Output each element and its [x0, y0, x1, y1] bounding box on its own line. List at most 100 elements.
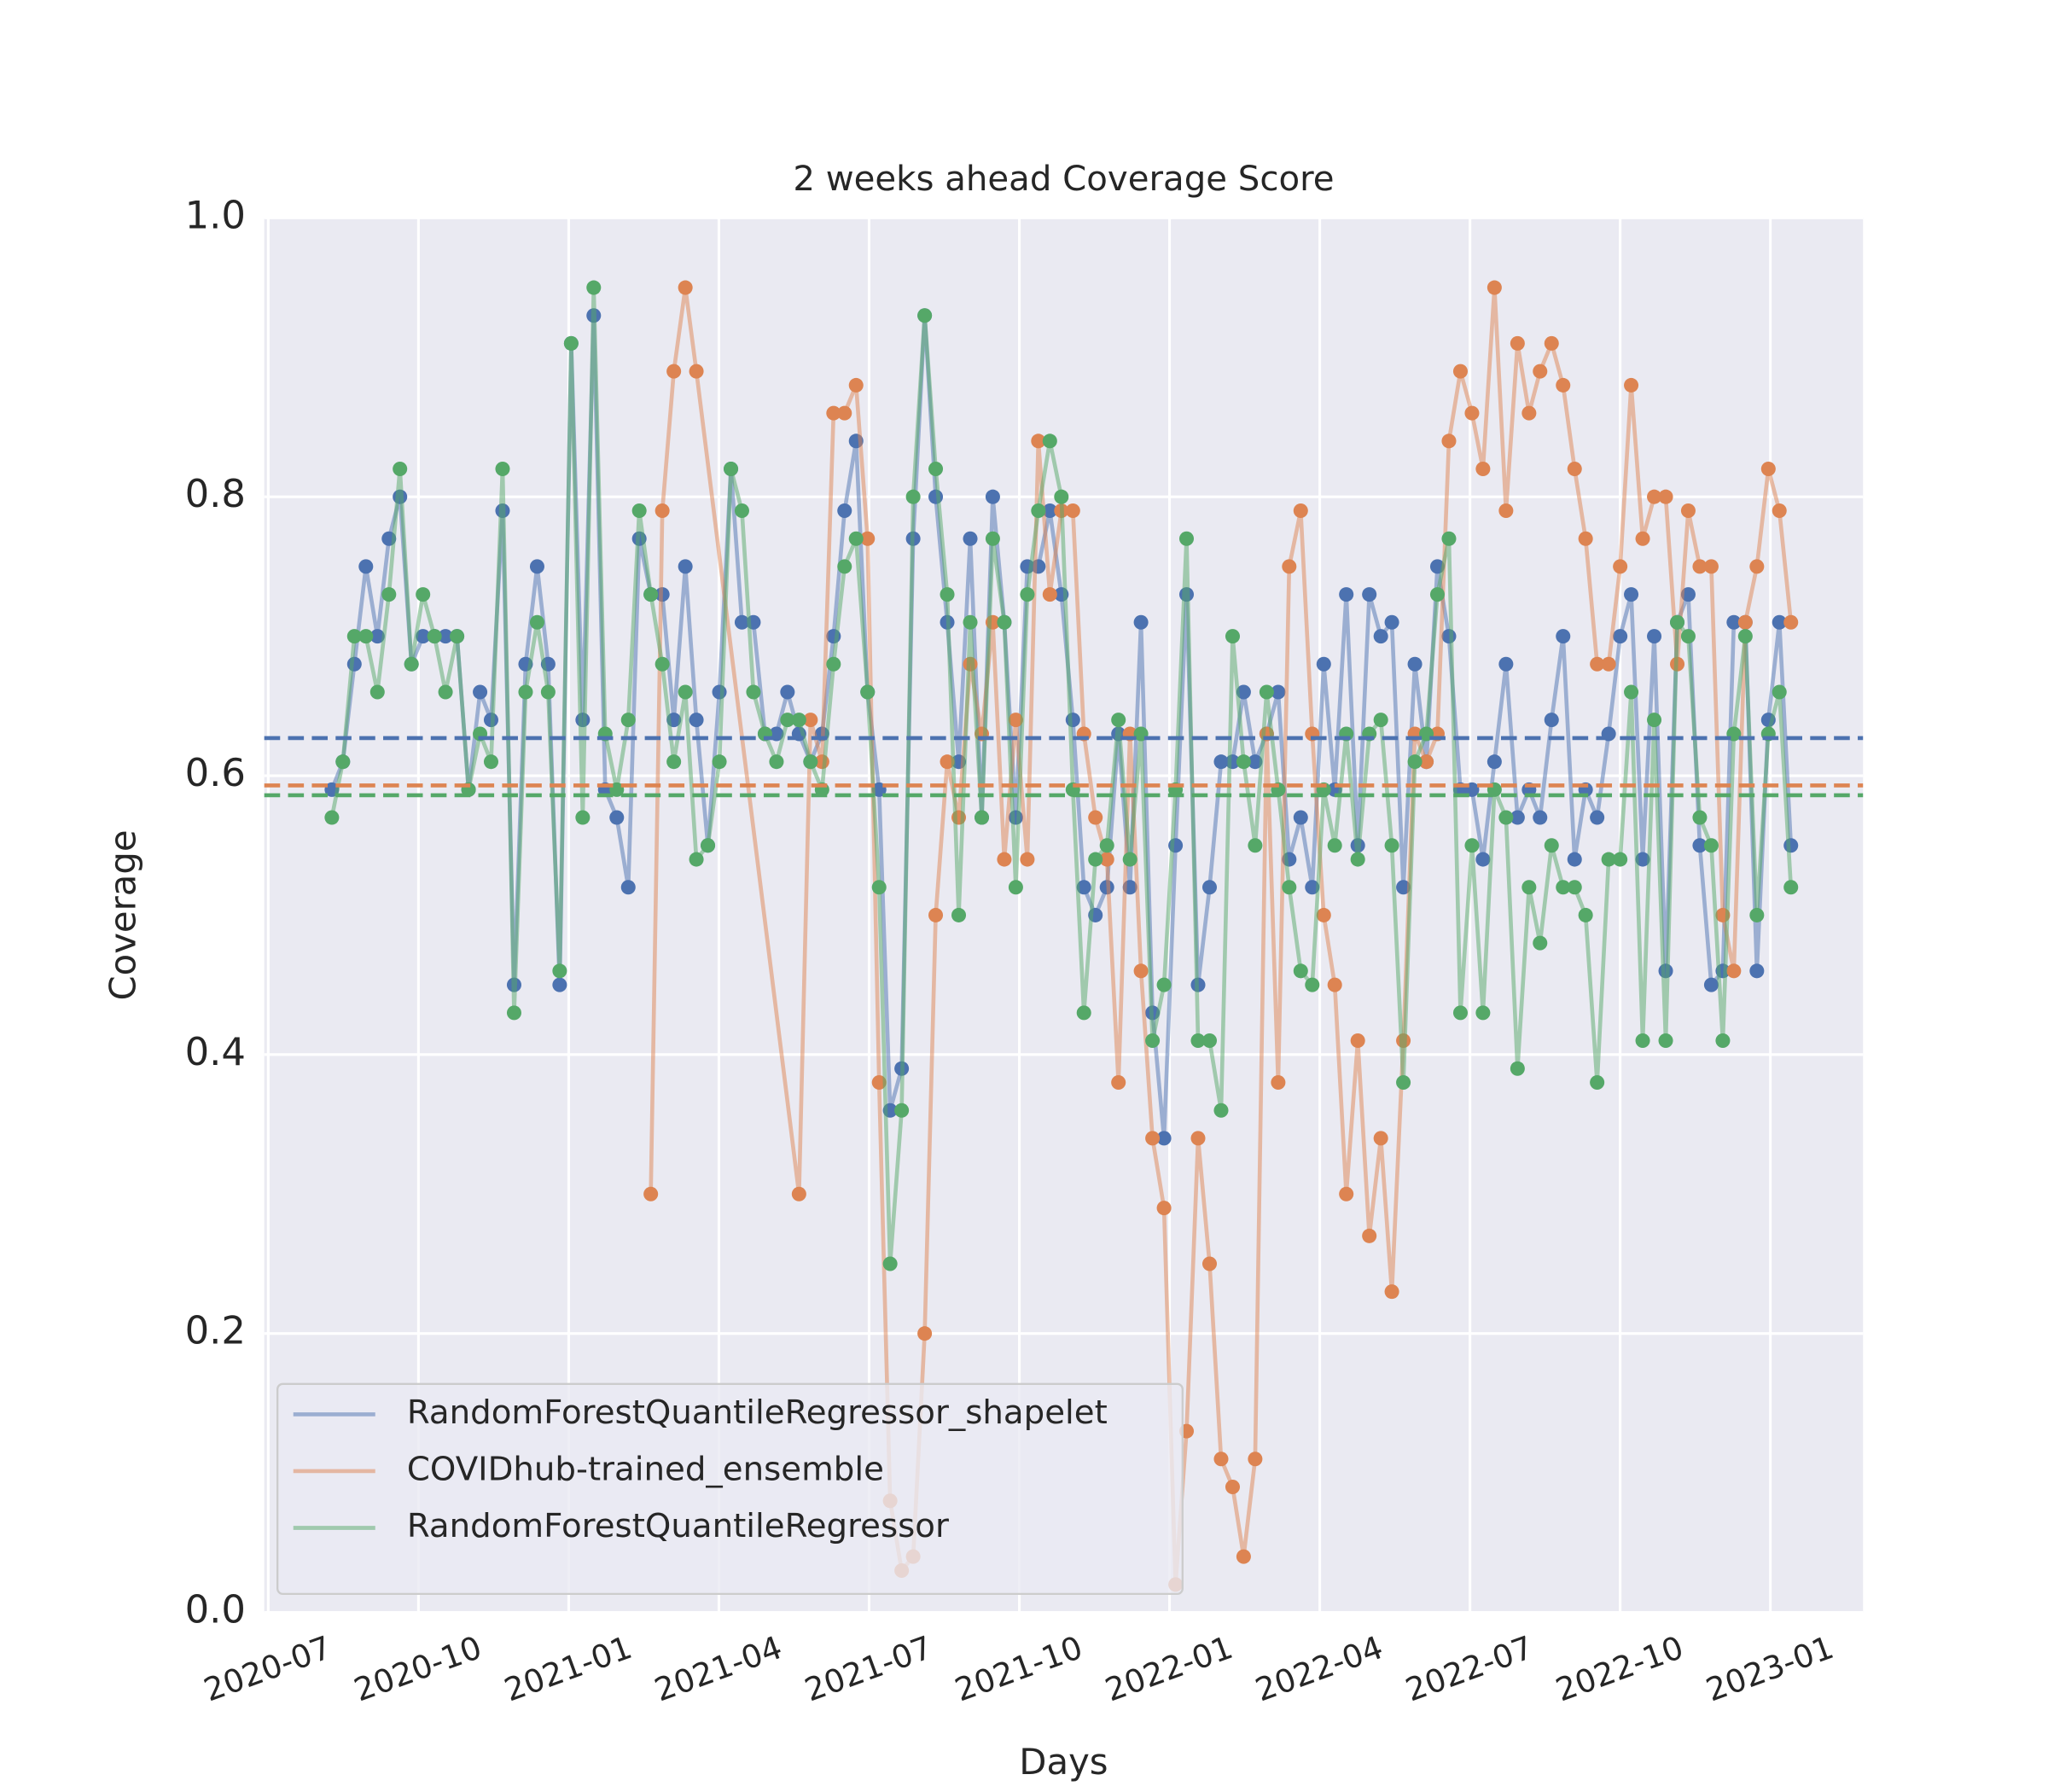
data-point: [643, 1186, 659, 1201]
data-point: [1613, 852, 1628, 867]
data-point: [917, 1326, 933, 1341]
data-point: [1327, 838, 1342, 853]
data-point: [882, 1256, 898, 1271]
data-point: [837, 503, 852, 519]
data-point: [1715, 1033, 1731, 1049]
data-point: [1020, 587, 1035, 602]
data-point: [1498, 503, 1514, 519]
data-point: [1316, 907, 1331, 922]
marks: [264, 280, 1864, 1592]
data-point: [575, 810, 591, 825]
data-point: [905, 489, 921, 504]
data-point: [1236, 684, 1251, 700]
x-tick-label: 2022-01: [1101, 1629, 1238, 1708]
data-point: [1316, 656, 1331, 672]
data-point: [1225, 1479, 1241, 1494]
data-point: [1156, 977, 1172, 992]
data-point: [974, 810, 990, 825]
data-point: [1590, 1075, 1605, 1091]
data-point: [1190, 1131, 1206, 1146]
data-point: [1293, 810, 1308, 825]
data-point: [1567, 461, 1582, 477]
legend: RandomForestQuantileRegressor_shapelet CO…: [276, 1382, 1184, 1596]
data-point: [1578, 907, 1593, 922]
data-point: [1703, 559, 1719, 574]
data-point: [1452, 364, 1468, 379]
data-point: [1156, 1131, 1172, 1146]
data-point: [609, 782, 625, 797]
data-point: [712, 684, 727, 700]
data-point: [1726, 963, 1742, 979]
data-point: [1076, 1005, 1091, 1021]
data-point: [1350, 852, 1365, 867]
data-point: [1475, 852, 1491, 867]
data-point: [1647, 629, 1662, 644]
data-point: [369, 684, 385, 700]
x-tick-label: 2022-04: [1251, 1629, 1388, 1708]
data-point: [552, 963, 567, 979]
data-point: [1236, 1549, 1251, 1564]
y-tick-label: 0.4: [185, 1029, 246, 1074]
chart-title: 2 weeks ahead Coverage Score: [793, 160, 1334, 199]
data-point: [1475, 1005, 1491, 1021]
data-point: [1624, 587, 1639, 602]
data-point: [358, 559, 374, 574]
data-point: [1647, 489, 1662, 504]
data-point: [837, 559, 852, 574]
data-point: [1658, 489, 1673, 504]
data-point: [1544, 335, 1559, 351]
legend-label: RandomForestQuantileRegressor_shapelet: [407, 1393, 1108, 1432]
data-point: [1452, 1005, 1468, 1021]
data-point: [1475, 461, 1491, 477]
data-point: [1670, 614, 1685, 630]
data-point: [1441, 629, 1457, 644]
data-point: [563, 335, 579, 351]
data-point: [1236, 754, 1251, 770]
data-point: [1590, 810, 1605, 825]
data-point: [1190, 1033, 1206, 1049]
data-point: [689, 852, 704, 867]
data-point: [1556, 377, 1571, 393]
data-point: [928, 907, 944, 922]
data-point: [346, 629, 362, 644]
data-point: [963, 614, 978, 630]
data-point: [1178, 531, 1195, 546]
data-point: [1396, 880, 1411, 895]
data-point: [791, 713, 806, 728]
data-point: [1783, 614, 1799, 630]
data-point: [1065, 503, 1080, 519]
data-point: [393, 461, 408, 477]
y-axis-label: Coverage: [102, 829, 144, 1000]
data-point: [620, 713, 636, 728]
data-point: [416, 587, 431, 602]
data-point: [438, 684, 453, 700]
data-point: [1692, 838, 1708, 853]
data-point: [1042, 503, 1057, 519]
legend-label: COVIDhub-trained_ensemble: [407, 1450, 884, 1488]
data-point: [803, 713, 818, 728]
data-point: [1248, 838, 1263, 853]
data-point: [837, 405, 852, 421]
data-point: [1556, 629, 1571, 644]
data-point: [1327, 977, 1342, 992]
data-point: [860, 684, 876, 700]
x-tick-label: 2023-01: [1702, 1629, 1839, 1708]
data-point: [1772, 503, 1787, 519]
data-point: [803, 754, 818, 770]
data-point: [655, 503, 670, 519]
data-point: [848, 531, 864, 546]
data-point: [369, 629, 385, 644]
y-tick-label: 0.2: [185, 1308, 246, 1353]
data-point: [1498, 656, 1514, 672]
data-point: [346, 656, 362, 672]
data-point: [1282, 559, 1297, 574]
y-tick-label: 0.8: [185, 471, 246, 516]
data-point: [985, 489, 1000, 504]
x-tick-label: 2021-01: [499, 1629, 637, 1708]
data-point: [963, 531, 978, 546]
data-point: [1384, 1284, 1399, 1300]
data-point: [1031, 503, 1046, 519]
data-point: [1020, 852, 1035, 867]
data-point: [1145, 1131, 1161, 1146]
data-point: [1373, 1131, 1388, 1146]
